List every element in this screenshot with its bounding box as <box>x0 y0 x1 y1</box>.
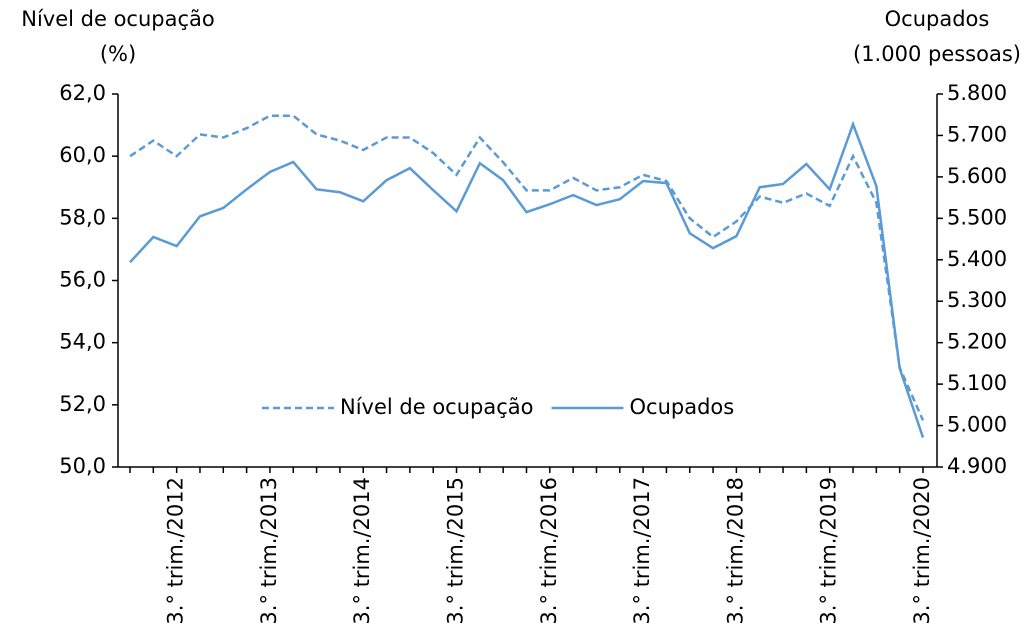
y2-tick-label: 5.400 <box>947 247 1007 271</box>
y2-tick-label: 5.700 <box>947 122 1007 146</box>
series-line <box>129 120 925 438</box>
y-tick-label: 56,0 <box>59 268 106 292</box>
y2-axis-title: Ocupados <box>885 7 990 31</box>
y2-tick-label: 5.000 <box>947 413 1007 437</box>
legend-label: Ocupados <box>630 395 735 419</box>
x-tick-label: 3.° trim./2012 <box>164 477 188 625</box>
y-tick-label: 58,0 <box>59 205 106 229</box>
y2-tick-label: 5.100 <box>947 371 1007 395</box>
x-tick-label: 3.° trim./2015 <box>444 477 468 625</box>
y-tick-label: 52,0 <box>59 392 106 416</box>
y-tick-label: 54,0 <box>59 330 106 354</box>
x-tick-label: 3.° trim./2020 <box>910 477 934 625</box>
y2-tick-label: 5.800 <box>947 81 1007 105</box>
y2-tick-label: 5.300 <box>947 288 1007 312</box>
y2-tick-label: 5.200 <box>947 330 1007 354</box>
y2-tick-label: 5.500 <box>947 205 1007 229</box>
y-tick-label: 50,0 <box>59 454 106 478</box>
y-tick-label: 60,0 <box>59 143 106 167</box>
series-line <box>129 114 925 421</box>
legend-label: Nível de ocupação <box>340 395 534 419</box>
y-axis-title: Nível de ocupação <box>21 7 215 31</box>
x-tick-label: 3.° trim./2013 <box>257 477 281 625</box>
y2-tick-label: 4.900 <box>947 454 1007 478</box>
x-tick-label: 3.° trim./2014 <box>350 477 374 625</box>
y-tick-label: 62,0 <box>59 81 106 105</box>
x-tick-label: 3.° trim./2019 <box>817 477 841 625</box>
y-axis-title: (%) <box>100 42 136 66</box>
x-tick-label: 3.° trim./2017 <box>630 477 654 625</box>
x-tick-label: 3.° trim./2016 <box>537 477 561 625</box>
x-tick-label: 3.° trim./2018 <box>723 477 747 625</box>
y2-axis-title: (1.000 pessoas) <box>853 42 1021 66</box>
y2-tick-label: 5.600 <box>947 164 1007 188</box>
